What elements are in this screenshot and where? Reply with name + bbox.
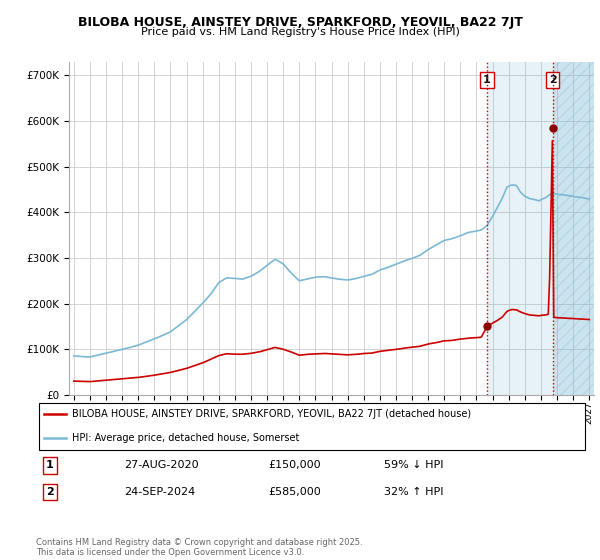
Text: 1: 1	[483, 75, 491, 85]
Text: 2: 2	[549, 75, 556, 85]
Bar	[553, 62, 594, 395]
Text: BILOBA HOUSE, AINSTEY DRIVE, SPARKFORD, YEOVIL, BA22 7JT (detached house): BILOBA HOUSE, AINSTEY DRIVE, SPARKFORD, …	[72, 409, 471, 419]
Bar	[553, 62, 594, 395]
Text: Price paid vs. HM Land Registry's House Price Index (HPI): Price paid vs. HM Land Registry's House …	[140, 27, 460, 37]
Text: 24-SEP-2024: 24-SEP-2024	[124, 487, 196, 497]
Text: HPI: Average price, detached house, Somerset: HPI: Average price, detached house, Some…	[72, 433, 299, 444]
Text: Contains HM Land Registry data © Crown copyright and database right 2025.
This d: Contains HM Land Registry data © Crown c…	[36, 538, 362, 557]
Text: £585,000: £585,000	[268, 487, 320, 497]
Bar	[487, 62, 594, 395]
Text: BILOBA HOUSE, AINSTEY DRIVE, SPARKFORD, YEOVIL, BA22 7JT: BILOBA HOUSE, AINSTEY DRIVE, SPARKFORD, …	[77, 16, 523, 29]
Text: 59% ↓ HPI: 59% ↓ HPI	[384, 460, 443, 470]
FancyBboxPatch shape	[39, 403, 585, 450]
Text: £150,000: £150,000	[268, 460, 320, 470]
Text: 1: 1	[46, 460, 53, 470]
Text: 2: 2	[46, 487, 53, 497]
Text: 27-AUG-2020: 27-AUG-2020	[124, 460, 199, 470]
Text: 32% ↑ HPI: 32% ↑ HPI	[384, 487, 443, 497]
